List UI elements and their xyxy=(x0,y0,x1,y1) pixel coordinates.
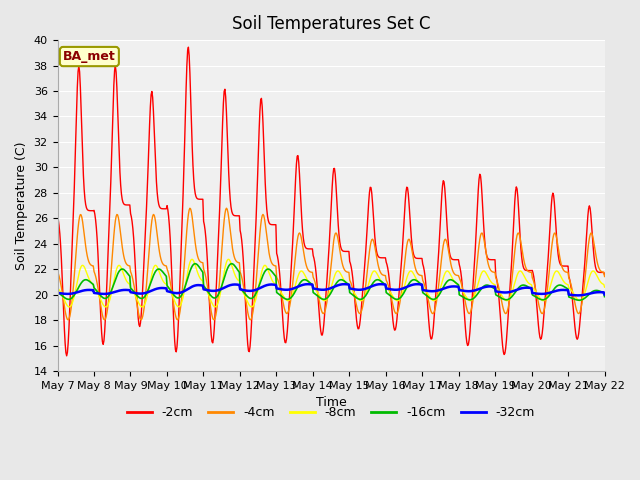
-32cm xyxy=(120,287,127,293)
-16cm xyxy=(54,289,61,295)
-32cm xyxy=(574,292,582,298)
-16cm xyxy=(414,279,422,285)
-2cm xyxy=(63,353,70,359)
-4cm xyxy=(54,268,61,274)
-16cm xyxy=(398,293,406,299)
-16cm xyxy=(191,261,199,266)
-8cm xyxy=(248,304,255,310)
-2cm xyxy=(184,44,192,50)
-32cm xyxy=(601,292,609,298)
Line: -32cm: -32cm xyxy=(58,284,605,295)
-4cm xyxy=(601,274,609,279)
Line: -2cm: -2cm xyxy=(58,47,605,356)
-32cm xyxy=(304,281,312,287)
-8cm xyxy=(399,288,407,294)
-2cm xyxy=(121,202,129,207)
-8cm xyxy=(188,256,196,262)
-8cm xyxy=(54,285,61,291)
-2cm xyxy=(206,306,214,312)
-2cm xyxy=(65,340,72,346)
Text: BA_met: BA_met xyxy=(63,50,116,63)
-32cm xyxy=(175,290,183,296)
-8cm xyxy=(415,280,423,286)
-32cm xyxy=(204,288,212,293)
-32cm xyxy=(63,291,71,297)
-8cm xyxy=(175,304,183,310)
-32cm xyxy=(398,286,406,291)
-2cm xyxy=(54,213,61,219)
Title: Soil Temperatures Set C: Soil Temperatures Set C xyxy=(232,15,430,33)
Legend: -2cm, -4cm, -8cm, -16cm, -32cm: -2cm, -4cm, -8cm, -16cm, -32cm xyxy=(122,401,540,424)
-8cm xyxy=(205,293,212,299)
-16cm xyxy=(575,297,583,303)
-8cm xyxy=(120,272,127,277)
Line: -8cm: -8cm xyxy=(58,259,605,307)
-2cm xyxy=(176,276,184,282)
Y-axis label: Soil Temperature (C): Soil Temperature (C) xyxy=(15,142,28,270)
-2cm xyxy=(415,255,423,261)
-2cm xyxy=(399,238,407,243)
-2cm xyxy=(601,272,609,278)
X-axis label: Time: Time xyxy=(316,396,346,409)
-16cm xyxy=(63,296,71,302)
-32cm xyxy=(414,281,422,287)
Line: -4cm: -4cm xyxy=(58,208,605,320)
-4cm xyxy=(176,309,184,314)
-16cm xyxy=(120,266,127,272)
-4cm xyxy=(205,294,212,300)
-8cm xyxy=(601,284,609,290)
-4cm xyxy=(65,317,72,323)
-4cm xyxy=(63,316,71,322)
-16cm xyxy=(205,290,212,296)
-4cm xyxy=(415,272,423,277)
-16cm xyxy=(601,294,609,300)
-4cm xyxy=(223,205,230,211)
-4cm xyxy=(399,276,407,281)
-16cm xyxy=(175,295,183,300)
-8cm xyxy=(63,303,71,309)
-32cm xyxy=(54,290,61,296)
Line: -16cm: -16cm xyxy=(58,264,605,300)
-4cm xyxy=(121,256,129,262)
